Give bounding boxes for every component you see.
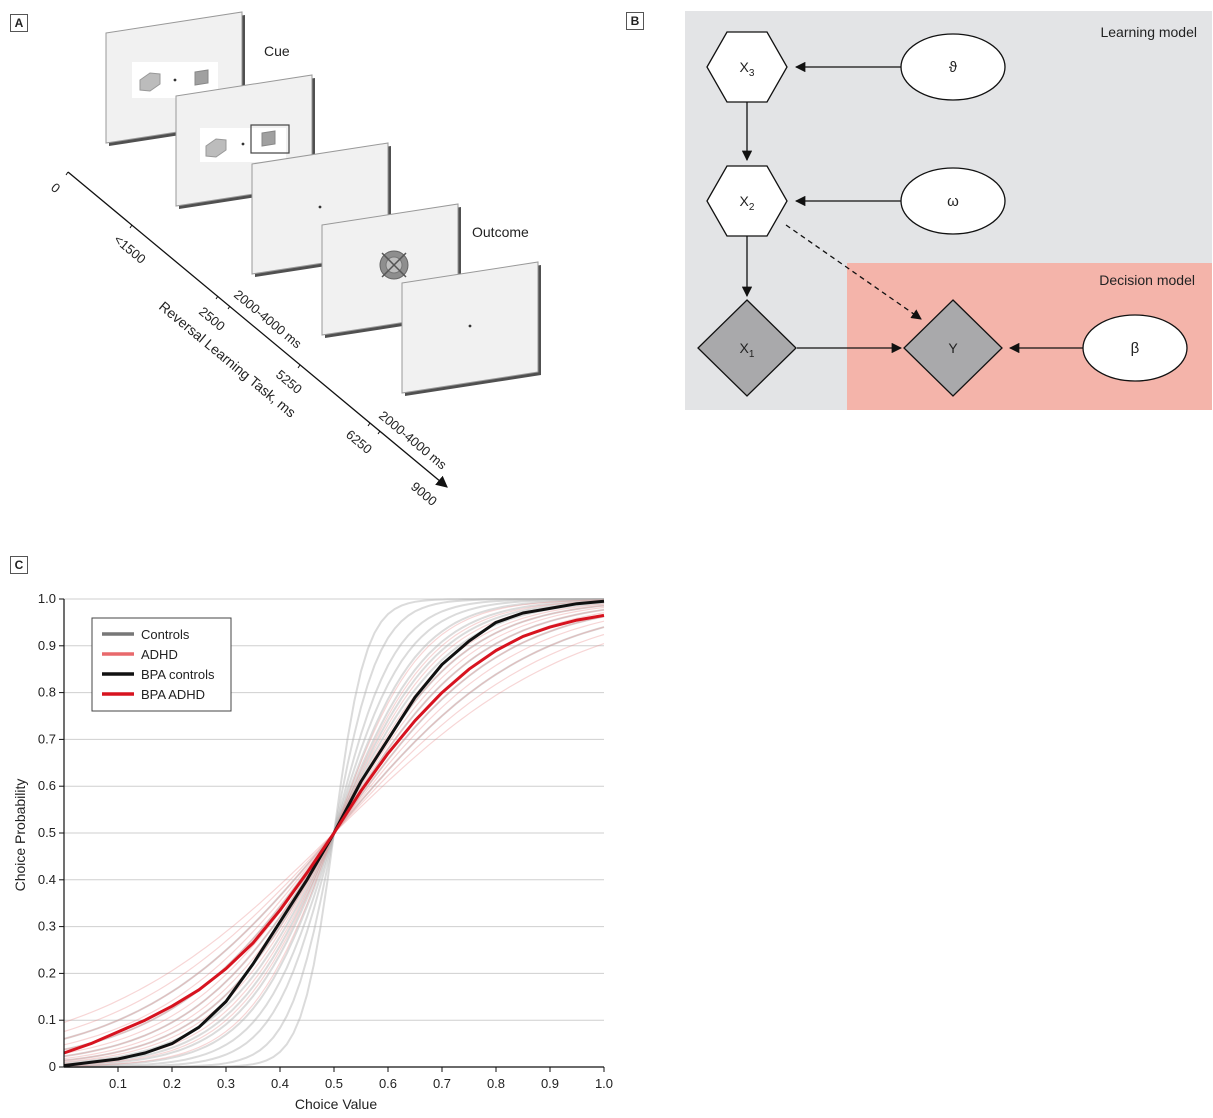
legend-entry: BPA ADHD [141, 687, 205, 702]
y-tick-label: 0.4 [38, 872, 56, 887]
y-tick-label: 0.9 [38, 638, 56, 653]
y-tick-label: 0.2 [38, 965, 56, 980]
node-x1: X1 [697, 299, 797, 397]
x-tick-label: 0.8 [487, 1076, 505, 1091]
axes [59, 598, 605, 1072]
x-tick-label: 0.3 [217, 1076, 235, 1091]
screen-fixation-2 [401, 261, 541, 396]
legend-entry: ADHD [141, 647, 178, 662]
x-tick-label: 0.4 [271, 1076, 289, 1091]
x-tick-label: 0.7 [433, 1076, 451, 1091]
decision-model-label: Decision model [1099, 272, 1195, 288]
y-tick-label: 0.6 [38, 778, 56, 793]
node-theta-label: ϑ [949, 59, 958, 76]
svg-text:X3: X3 [740, 59, 755, 79]
model-diagram: Learning model Decision model X3 X2 X1 Y… [685, 11, 1212, 410]
legend: Controls ADHD BPA controls BPA ADHD [91, 617, 232, 712]
learning-model-label: Learning model [1100, 24, 1197, 40]
cue-label: Cue [264, 43, 290, 59]
node-beta: β [1082, 314, 1188, 382]
node-y: Y [903, 299, 1003, 397]
y-tick-label: 0.8 [38, 685, 56, 700]
node-theta: ϑ [900, 33, 1006, 101]
x-tick-label: 0.2 [163, 1076, 181, 1091]
timeline-ticks [65, 171, 381, 435]
node-x3: X3 [706, 31, 788, 103]
y-tick-label: 1.0 [38, 591, 56, 606]
legend-entry: BPA controls [141, 667, 215, 682]
x-axis-label: Choice Value [295, 1096, 377, 1112]
node-omega: ω [900, 167, 1006, 235]
panel-label-c: C [10, 556, 28, 574]
y-axis-label: Choice Probability [12, 779, 28, 892]
node-x1-subscript: 1 [749, 349, 755, 360]
node-x2-label: X [740, 193, 750, 209]
node-x2-subscript: 2 [749, 202, 755, 213]
node-x3-label: X [740, 59, 750, 75]
y-tick-label: 0.7 [38, 731, 56, 746]
timeline-tick-3: 2000-4000 ms [231, 287, 305, 352]
y-tick-label: 0.5 [38, 825, 56, 840]
timeline-tick-6: 2000-4000 ms [376, 408, 450, 473]
node-x2: X2 [706, 165, 788, 237]
timeline-tick-5: 6250 [343, 427, 375, 457]
node-x3-subscript: 3 [749, 68, 755, 79]
choice-probability-chart: 0 0.1 0.2 0.3 0.4 0.5 0.6 0.7 0.8 0.9 1.0 0.1 0.2 0.3… [12, 591, 613, 1112]
node-omega-label: ω [947, 193, 959, 210]
node-x1-label: X [740, 340, 750, 356]
legend-entry: Controls [141, 627, 190, 642]
x-tick-label: 1.0 [595, 1076, 613, 1091]
node-beta-label: β [1131, 340, 1140, 357]
timeline-tick-0: 0 [48, 180, 63, 196]
timeline-axis [67, 171, 448, 488]
svg-text:X1: X1 [740, 340, 755, 360]
timeline-tick-7: 9000 [408, 479, 440, 509]
x-tick-label: 0.9 [541, 1076, 559, 1091]
x-tick-label: 0.5 [325, 1076, 343, 1091]
panel-label-a: A [10, 14, 28, 32]
panel-label-b: B [626, 12, 644, 30]
y-tick-label: 0 [49, 1059, 56, 1074]
x-tick-label: 0.6 [379, 1076, 397, 1091]
x-tick-label: 0.1 [109, 1076, 127, 1091]
outcome-label: Outcome [472, 224, 529, 240]
node-y-label: Y [948, 340, 958, 356]
series-lines [63, 599, 605, 1068]
y-tick-label: 0.3 [38, 919, 56, 934]
tick-labels: 0 0.1 0.2 0.3 0.4 0.5 0.6 0.7 0.8 0.9 1.0 0.1 0.2 0.3… [38, 591, 613, 1091]
series-line-bpa-adhd [63, 613, 605, 1055]
timeline-tick-1: <1500 [111, 232, 149, 267]
y-tick-label: 0.1 [38, 1012, 56, 1027]
task-diagram: Cue Outcome 0 <1500 2500 2000-4000 ms 52… [48, 11, 541, 509]
svg-text:X2: X2 [740, 193, 755, 213]
edge-x2-y [785, 224, 922, 320]
